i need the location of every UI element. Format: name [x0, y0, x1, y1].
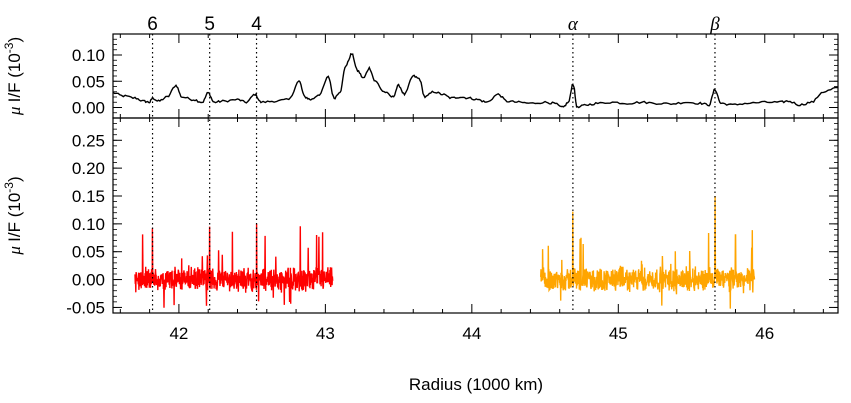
bottom-ylabel: μ I/F (10-3)	[2, 176, 24, 255]
x-axis-label: Radius (1000 km)	[409, 375, 543, 394]
top-ytick-label: 0.05	[72, 72, 105, 91]
marker-label: β	[709, 14, 720, 35]
top-ytick-label: 0.10	[72, 46, 105, 65]
top-frame	[112, 33, 839, 119]
bottom-ytick-label: -0.05	[66, 298, 105, 317]
x-tick-label: 45	[609, 324, 628, 343]
resonance-markers: 6 5 4 α β	[147, 14, 720, 313]
top-panel: 0.00 0.05 0.10 μ I/F (10-3)	[2, 33, 839, 119]
x-tick-label: 44	[462, 324, 481, 343]
bottom-frame	[112, 117, 839, 314]
bottom-ytick-label: 0.00	[72, 271, 105, 290]
marker-label: 5	[204, 14, 215, 35]
marker-label: α	[568, 14, 579, 35]
marker-label: 4	[251, 14, 262, 35]
bottom-series-line-0	[134, 223, 334, 308]
x-tick-label: 43	[316, 324, 335, 343]
marker-label: 6	[147, 14, 158, 35]
bottom-panel: -0.05 0.00 0.05 0.10 0.15 0.20 0.25 μ I/F (10-3…	[2, 117, 839, 343]
x-tick-label: 46	[755, 324, 774, 343]
bottom-ytick-label: 0.25	[72, 131, 105, 150]
top-ylabel: μ I/F (10-3)	[2, 37, 24, 116]
top-series-line-0	[113, 52, 838, 109]
bottom-ytick-label: 0.10	[72, 215, 105, 234]
bottom-series-line-1	[540, 195, 756, 309]
x-tick-label: 42	[169, 324, 188, 343]
top-ytick-label: 0.00	[72, 99, 105, 118]
bottom-ytick-label: 0.05	[72, 243, 105, 262]
bottom-ytick-label: 0.15	[72, 187, 105, 206]
bottom-ytick-label: 0.20	[72, 159, 105, 178]
